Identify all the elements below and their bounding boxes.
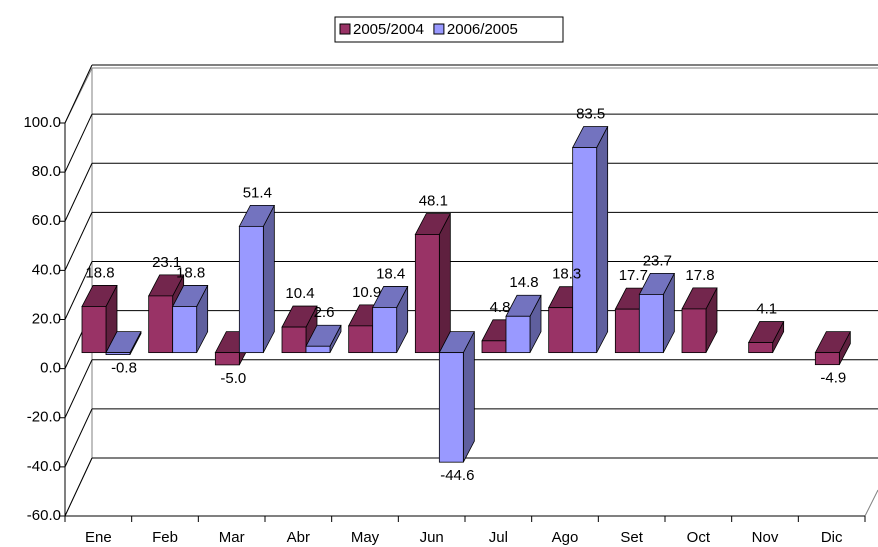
value-label: 10.4 (285, 285, 314, 302)
bar (505, 315, 531, 354)
bar (214, 352, 240, 366)
value-label: -5.0 (220, 370, 246, 387)
value-label: 23.7 (643, 252, 672, 269)
x-tick-label: Jun (420, 529, 444, 546)
bar (814, 352, 840, 366)
value-label: 83.5 (576, 105, 605, 122)
value-label: 23.1 (152, 254, 181, 271)
x-tick-label: Jul (489, 529, 508, 546)
value-label: 48.1 (419, 192, 448, 209)
x-tick-label: Dic (821, 529, 843, 546)
x-tick-label: Ago (552, 529, 579, 546)
grid (64, 64, 878, 517)
x-tick-label: Oct (687, 529, 711, 546)
legend-swatch (433, 23, 445, 35)
axes: -60.0 -40.0 -20.0 0.0 20.0 40.0 60.0 80.0 100.0 E… (23, 114, 866, 546)
value-label: 17.8 (685, 267, 714, 284)
value-label: 51.4 (243, 184, 272, 201)
bar (614, 308, 640, 354)
grid-line (64, 261, 93, 320)
legend-swatch (339, 23, 351, 35)
y-tick-label: 20.0 (32, 310, 61, 327)
y-tick-label: -60.0 (27, 507, 61, 524)
legend: 2005/2004 2006/2005 (334, 16, 564, 43)
bar (748, 342, 774, 354)
bar (105, 352, 131, 355)
legend-label: 2006/2005 (447, 21, 518, 38)
bar (548, 307, 574, 354)
bar (681, 308, 707, 354)
value-label: 10.9 (352, 284, 381, 301)
y-tick-label: 0.0 (40, 360, 61, 377)
bar (281, 326, 307, 354)
grid-line (64, 113, 93, 173)
value-label: 18.8 (176, 264, 205, 281)
value-label: -4.9 (820, 370, 846, 387)
x-tick-label: Abr (287, 529, 310, 546)
bar-side (462, 331, 475, 463)
y-tick-label: 40.0 (32, 261, 61, 278)
bar (81, 306, 107, 354)
bar (372, 307, 398, 354)
value-label: 2.6 (314, 304, 335, 321)
value-label: 18.4 (376, 265, 405, 282)
floor-right-edge (864, 489, 878, 517)
value-label: 18.8 (85, 264, 114, 281)
bar-side (596, 126, 609, 353)
bar (638, 294, 664, 354)
grid-line (64, 64, 93, 124)
grid-line (64, 408, 93, 468)
bar (172, 306, 198, 354)
x-tick-label: Mar (219, 529, 245, 546)
bar-side (262, 205, 275, 353)
bar (238, 225, 264, 354)
bar (348, 325, 374, 354)
grid-line (64, 457, 93, 517)
value-label: -44.6 (440, 467, 474, 484)
value-label: 4.8 (490, 299, 511, 316)
x-tick-label: Nov (752, 529, 779, 546)
x-tick-label: Ene (85, 529, 112, 546)
grid-line (64, 163, 93, 222)
grid-line (64, 359, 93, 418)
y-tick-label: -40.0 (27, 458, 61, 475)
legend-label: 2005/2004 (353, 21, 424, 38)
y-tick-label: 60.0 (32, 212, 61, 229)
bar (438, 352, 464, 463)
bar (481, 340, 507, 354)
value-label: 17.7 (619, 267, 648, 284)
bars: 18.8-0.823.118.8-5.051.410.42.610.918.44… (81, 105, 851, 484)
y-tick-label: 100.0 (23, 114, 61, 131)
value-label: 18.3 (552, 266, 581, 283)
x-tick-label: Feb (152, 529, 178, 546)
bar (148, 295, 174, 354)
bar (305, 345, 331, 354)
bar (572, 147, 598, 354)
x-tick-label: Set (620, 529, 643, 546)
value-label: 4.1 (756, 301, 777, 318)
legend-box (334, 16, 564, 43)
bar-side (438, 213, 451, 353)
x-tick-label: May (351, 529, 380, 546)
value-label: -0.8 (111, 360, 137, 377)
grid-line (64, 212, 93, 271)
y-tick-label: 80.0 (32, 163, 61, 180)
value-label: 14.8 (509, 274, 538, 291)
bar (414, 234, 440, 354)
y-tick-label: -20.0 (27, 409, 61, 426)
